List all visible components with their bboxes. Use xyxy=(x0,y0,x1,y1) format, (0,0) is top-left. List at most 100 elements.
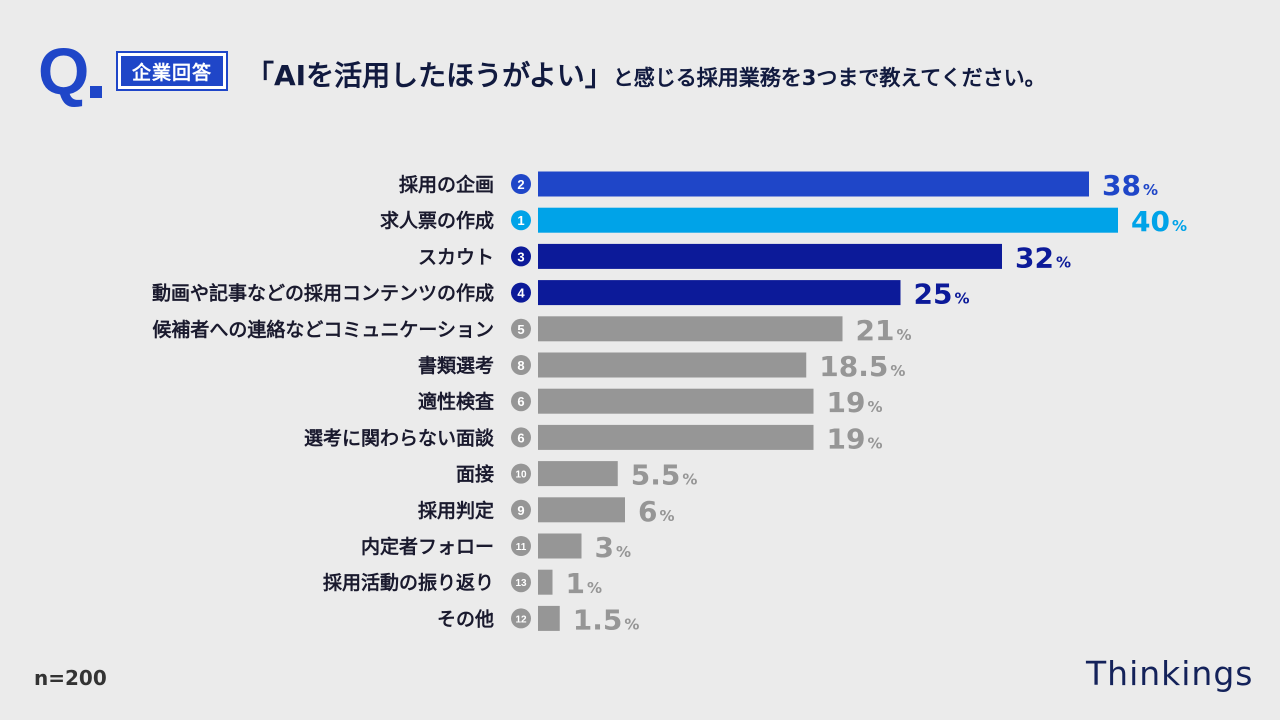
category-label: 採用の企画 xyxy=(399,173,494,196)
rank-number: 8 xyxy=(517,358,524,373)
bar xyxy=(538,207,1118,233)
bar xyxy=(538,352,807,378)
value-number: 1 xyxy=(566,567,585,600)
category-label: 動画や記事などの採用コンテンツの作成 xyxy=(152,282,494,305)
brand-logo: Thinkings xyxy=(1086,654,1254,693)
rank-number: 11 xyxy=(516,542,527,553)
bar xyxy=(538,605,560,631)
rank-number: 2 xyxy=(517,177,524,192)
value-label: 6% xyxy=(638,495,675,528)
value-unit: % xyxy=(890,362,905,380)
rank-badge xyxy=(511,318,531,339)
value-label: 3% xyxy=(595,531,632,564)
rank-badge xyxy=(511,608,531,629)
bar xyxy=(538,424,814,450)
value-unit: % xyxy=(1056,253,1071,271)
value-number: 6 xyxy=(638,495,657,528)
bar xyxy=(538,243,1002,269)
value-number: 21 xyxy=(856,314,895,347)
value-unit: % xyxy=(867,398,882,416)
rank-number: 4 xyxy=(517,286,525,301)
bar xyxy=(538,388,814,414)
value-number: 40 xyxy=(1131,205,1170,238)
value-label: 5.5% xyxy=(631,459,698,492)
value-label: 40% xyxy=(1131,205,1187,238)
answer-type-badge: 企業回答 xyxy=(116,51,228,91)
sample-size: n=200 xyxy=(34,666,107,690)
badge-label: 企業回答 xyxy=(121,56,223,86)
bar xyxy=(538,533,582,559)
value-number: 32 xyxy=(1015,241,1054,274)
rank-number: 13 xyxy=(515,578,527,589)
value-unit: % xyxy=(659,507,674,525)
value-number: 1.5 xyxy=(573,603,623,636)
rank-badge xyxy=(511,463,531,484)
value-label: 1% xyxy=(566,567,603,600)
value-number: 19 xyxy=(827,386,866,419)
category-label: 書類選考 xyxy=(418,355,494,377)
value-unit: % xyxy=(1172,217,1187,235)
value-number: 18.5 xyxy=(819,350,888,383)
value-label: 32% xyxy=(1015,241,1071,274)
question-rest: と感じる採用業務を3つまで教えてください。 xyxy=(612,66,1046,90)
bar xyxy=(538,461,618,487)
value-unit: % xyxy=(1143,181,1158,199)
rank-badge xyxy=(511,391,531,412)
rank-badge xyxy=(511,427,531,448)
rank-badge xyxy=(511,499,531,520)
rank-badge xyxy=(511,246,531,267)
value-label: 1.5% xyxy=(573,603,640,636)
rank-badge xyxy=(511,572,531,593)
bar xyxy=(538,497,625,523)
category-label: 面接 xyxy=(456,464,494,486)
category-label: 内定者フォロー xyxy=(361,535,494,558)
bar xyxy=(538,171,1089,197)
bar xyxy=(538,280,901,306)
rank-number: 6 xyxy=(517,394,524,409)
rank-badge xyxy=(511,174,531,194)
category-label: 適性検査 xyxy=(418,390,495,413)
value-label: 38% xyxy=(1102,169,1158,202)
category-label: 候補者への連絡などコミュニケーション xyxy=(152,318,494,341)
value-unit: % xyxy=(896,326,911,344)
value-unit: % xyxy=(954,290,969,308)
rank-number: 10 xyxy=(515,470,527,481)
category-label: 採用活動の振り返り xyxy=(323,571,494,594)
category-label: 求人票の作成 xyxy=(380,209,494,232)
value-number: 38 xyxy=(1102,169,1141,202)
value-unit: % xyxy=(587,579,602,597)
q-mark: Q xyxy=(38,34,89,108)
question-main: 「AIを活用したほうがよい」 xyxy=(246,59,613,92)
category-label: 採用判定 xyxy=(418,499,494,522)
q-dot xyxy=(90,86,102,98)
rank-number: 12 xyxy=(515,614,527,625)
value-label: 21% xyxy=(856,314,912,347)
rank-badge xyxy=(511,210,531,231)
value-unit: % xyxy=(682,471,697,489)
question-title: 「AIを活用したほうがよい」 と感じる採用業務を3つまで教えてください。 xyxy=(246,54,1046,94)
bar xyxy=(538,316,843,342)
value-unit: % xyxy=(624,615,639,633)
value-unit: % xyxy=(867,434,882,452)
rank-number: 9 xyxy=(517,503,524,518)
value-label: 19% xyxy=(827,386,883,419)
value-label: 19% xyxy=(827,422,883,455)
value-label: 25% xyxy=(914,278,970,311)
value-number: 19 xyxy=(827,422,866,455)
category-label: その他 xyxy=(437,607,494,630)
category-label: スカウト xyxy=(418,246,494,268)
rank-number: 6 xyxy=(517,430,524,445)
value-number: 25 xyxy=(914,278,953,311)
rank-number: 1 xyxy=(517,213,524,228)
bar xyxy=(538,569,553,595)
value-unit: % xyxy=(616,543,631,561)
value-number: 3 xyxy=(595,531,614,564)
value-number: 5.5 xyxy=(631,459,681,492)
rank-badge xyxy=(511,536,531,556)
rank-number: 3 xyxy=(517,249,524,264)
rank-badge xyxy=(511,282,531,303)
rank-badge xyxy=(511,355,531,375)
category-label: 選考に関わらない面談 xyxy=(304,426,495,449)
value-label: 18.5% xyxy=(819,350,905,383)
